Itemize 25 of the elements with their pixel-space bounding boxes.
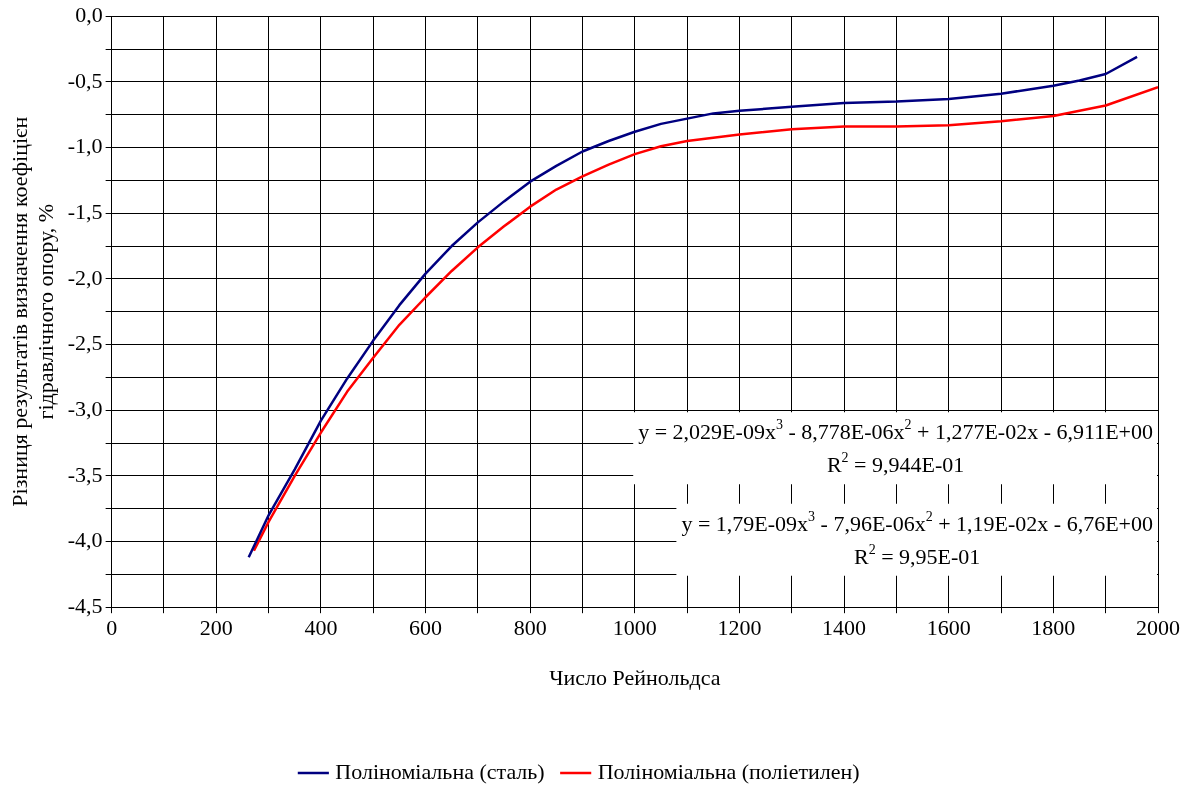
y-tick-label: -3,0 bbox=[67, 395, 103, 421]
x-tick-label: 400 bbox=[304, 615, 338, 641]
y-axis-title: Різниця результатів визначення коефіцієн гідравлічного опору, % bbox=[6, 116, 59, 507]
x-axis-title: Число Рейнольдса bbox=[549, 664, 721, 690]
legend-label: Поліноміальна (сталь) bbox=[335, 758, 545, 784]
y-tick-label: -1,0 bbox=[67, 133, 103, 159]
x-tick-label: 1200 bbox=[717, 615, 762, 641]
x-tick-label: 0 bbox=[106, 615, 118, 641]
x-tick-label: 1000 bbox=[612, 615, 657, 641]
x-tick-label: 200 bbox=[199, 615, 233, 641]
x-tick-label: 1800 bbox=[1031, 615, 1076, 641]
y-tick-label: -2,0 bbox=[67, 264, 103, 290]
x-tick-label: 1400 bbox=[822, 615, 867, 641]
y-tick-label: -0,5 bbox=[67, 67, 103, 93]
x-tick-label: 600 bbox=[409, 615, 443, 641]
legend-label: Поліноміальна (поліетилен) bbox=[597, 758, 860, 784]
y-tick-label: 0,0 bbox=[75, 1, 103, 27]
x-tick-label: 800 bbox=[513, 615, 547, 641]
y-tick-label: -1,5 bbox=[67, 198, 103, 224]
y-tick-label: -4,5 bbox=[67, 592, 103, 618]
y-tick-label: -4,0 bbox=[67, 527, 103, 553]
y-tick-label: -2,5 bbox=[67, 330, 103, 356]
x-tick-label: 1600 bbox=[926, 615, 971, 641]
y-tick-label: -3,5 bbox=[67, 461, 103, 487]
x-tick-label: 2000 bbox=[1136, 615, 1180, 641]
